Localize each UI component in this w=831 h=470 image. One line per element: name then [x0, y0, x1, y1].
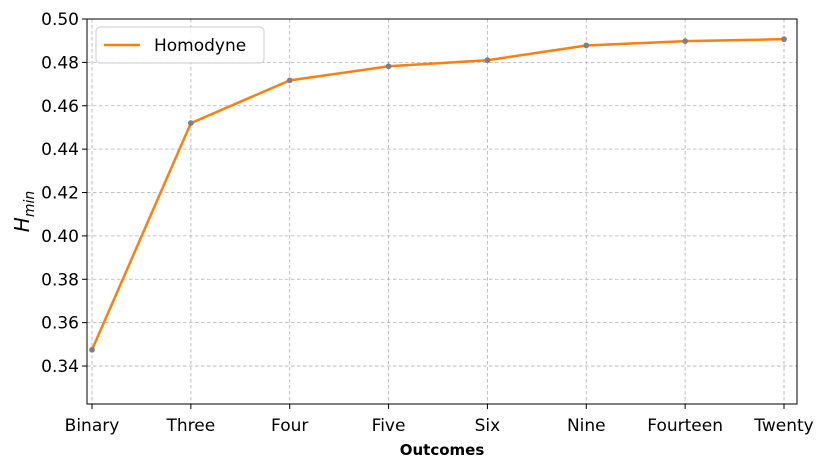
x-tick-label: Twenty	[753, 416, 813, 436]
series-layer	[89, 36, 787, 353]
y-tick-label: 0.44	[41, 140, 79, 160]
y-tick-label: 0.42	[41, 184, 79, 204]
y-tick-label: 0.38	[41, 270, 79, 290]
data-point	[89, 346, 95, 353]
x-axis-title: Outcomes	[400, 441, 485, 459]
x-tick-label: Nine	[567, 416, 606, 436]
y-tick-label: 0.48	[41, 53, 79, 73]
data-point	[484, 57, 491, 64]
x-tick-label: Fourteen	[647, 416, 723, 436]
data-point	[385, 63, 392, 70]
legend-label-homodyne: Homodyne	[154, 36, 246, 56]
y-tick-label: 0.40	[41, 227, 79, 247]
data-point	[781, 36, 787, 43]
legend: Homodyne	[95, 26, 265, 64]
y-axis-title-main: H	[10, 217, 34, 232]
tick-layer: 0.34 0.36 0.38 0.40 0.42 0.44 0.46 0.48 0.50 Bina…	[41, 10, 814, 436]
y-tick-label: 0.34	[41, 357, 79, 377]
y-tick-label: 0.46	[41, 97, 79, 117]
plot-frame	[86, 18, 798, 405]
x-tick-label: Five	[372, 416, 406, 436]
x-tick-label: Six	[475, 416, 501, 436]
y-tick-label: 0.36	[41, 314, 79, 334]
y-tick-label: 0.50	[41, 10, 79, 30]
data-point	[583, 42, 590, 49]
data-point	[682, 38, 689, 45]
series-line-homodyne	[90, 37, 785, 351]
data-point	[187, 120, 194, 127]
y-axis-title-subscript: min	[22, 191, 38, 217]
x-tick-label: Four	[271, 416, 308, 436]
legend-box	[95, 26, 265, 64]
x-tick-label: Binary	[65, 416, 120, 436]
data-point	[286, 77, 293, 84]
y-axis-title: Hmin	[10, 191, 38, 232]
gridlines	[87, 18, 797, 404]
x-tick-label: Three	[166, 416, 216, 436]
